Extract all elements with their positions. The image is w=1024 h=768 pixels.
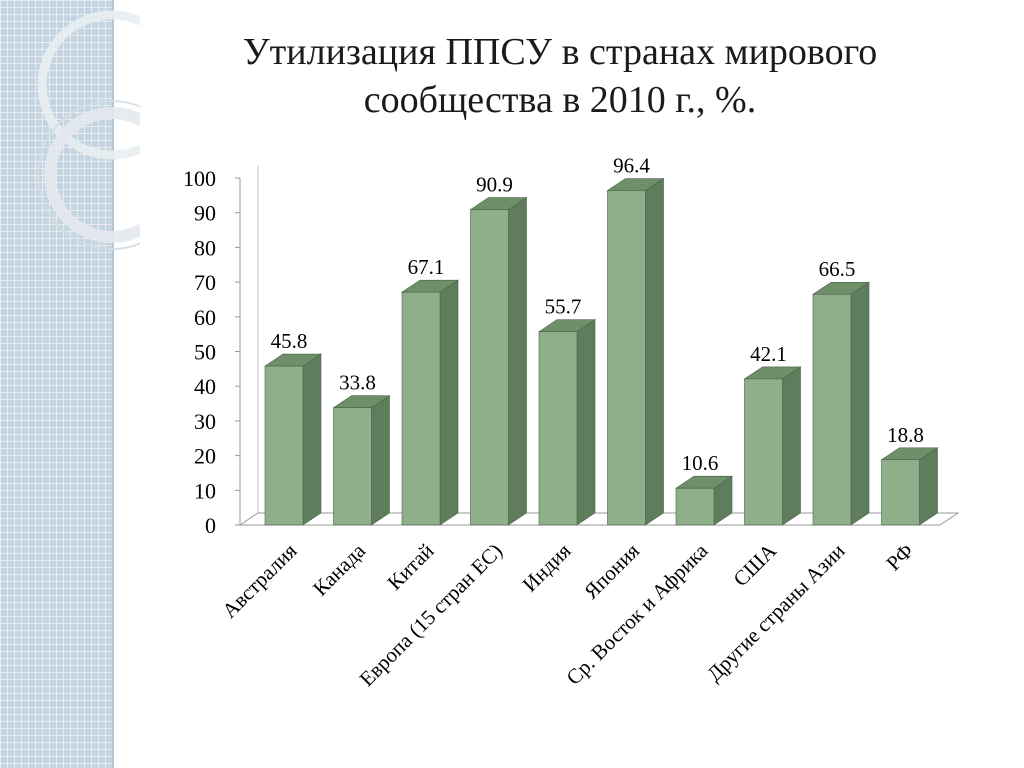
bar-side bbox=[850, 281, 870, 526]
decorative-rings bbox=[37, 10, 140, 250]
bar bbox=[744, 378, 783, 526]
data-label: 66.5 bbox=[819, 257, 856, 281]
y-tick-label: 70 bbox=[194, 270, 216, 295]
y-tick-label: 40 bbox=[194, 374, 216, 399]
bar bbox=[675, 487, 715, 526]
slide-title: Утилизация ППСУ в странах мирового сообщ… bbox=[200, 28, 920, 124]
bar-side bbox=[919, 447, 938, 526]
bar bbox=[333, 407, 372, 526]
x-tick-label: РФ bbox=[881, 539, 918, 576]
bar-side bbox=[508, 197, 527, 526]
y-tick-label: 50 bbox=[194, 340, 216, 365]
data-label: 42.1 bbox=[750, 342, 787, 366]
x-tick-label: Индия bbox=[518, 538, 576, 596]
data-label: 10.6 bbox=[682, 451, 719, 475]
bar bbox=[607, 190, 646, 526]
x-tick-label: Канада bbox=[308, 538, 370, 600]
bar bbox=[401, 291, 441, 526]
data-label: 90.9 bbox=[476, 173, 513, 197]
bar-side bbox=[302, 353, 322, 526]
title-line-2: сообщества в 2010 г., %. bbox=[363, 79, 757, 121]
bar bbox=[881, 459, 920, 526]
y-tick-label: 20 bbox=[194, 444, 216, 469]
bar bbox=[264, 365, 304, 526]
bar-side bbox=[371, 395, 390, 526]
y-tick-label: 90 bbox=[194, 201, 216, 226]
x-tick-label: Япония bbox=[579, 538, 644, 603]
x-tick-label: Австралия bbox=[217, 538, 301, 622]
y-tick-label: 80 bbox=[194, 235, 216, 260]
data-label: 67.1 bbox=[408, 255, 445, 279]
x-tick-label: Китай bbox=[382, 539, 438, 595]
data-label: 45.8 bbox=[271, 329, 308, 353]
data-label: 18.8 bbox=[887, 423, 924, 447]
bar-side bbox=[645, 177, 664, 526]
bar bbox=[538, 331, 578, 526]
x-tick-label: США bbox=[728, 538, 781, 591]
bar-side bbox=[439, 279, 459, 526]
y-tick-label: 10 bbox=[194, 478, 216, 503]
y-tick-label: 100 bbox=[183, 166, 216, 191]
title-line-1: Утилизация ППСУ в странах мирового bbox=[242, 31, 878, 73]
data-label: 33.8 bbox=[339, 371, 376, 395]
y-tick-label: 60 bbox=[194, 305, 216, 330]
bar bbox=[470, 209, 509, 526]
y-tick-label: 0 bbox=[205, 513, 216, 538]
bar-side bbox=[782, 366, 801, 526]
bar-side bbox=[576, 319, 596, 526]
y-tick-label: 30 bbox=[194, 409, 216, 434]
bar bbox=[812, 293, 852, 526]
data-label: 55.7 bbox=[545, 295, 582, 319]
data-label: 96.4 bbox=[613, 153, 650, 177]
